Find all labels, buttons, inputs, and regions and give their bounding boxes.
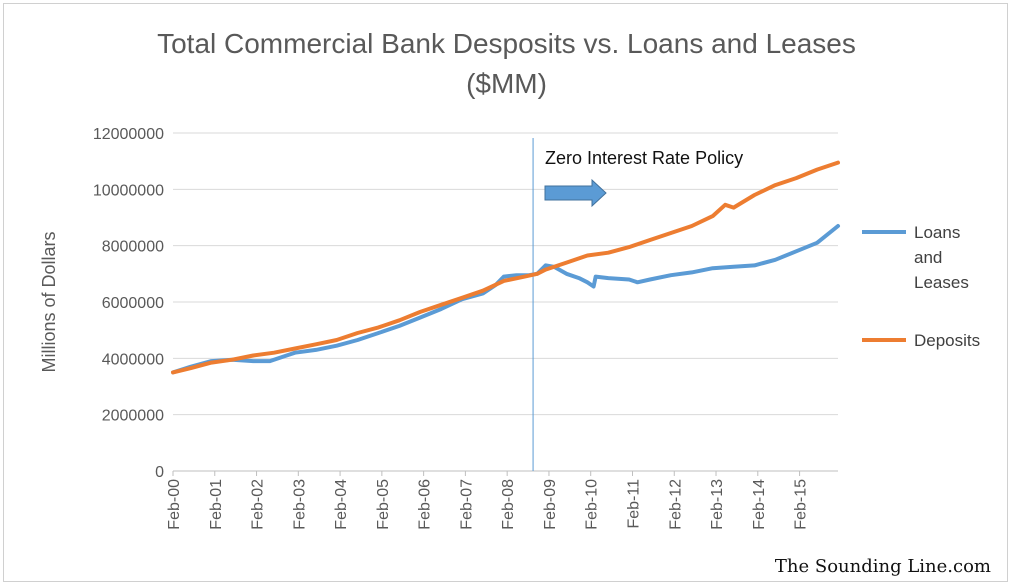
- x-axis-ticks: Feb-00 Feb-01 Feb-02 Feb-03 Feb-04 Feb-05 Feb-…: [166, 471, 810, 530]
- chart-title-block: Total Commercial Bank Desposits vs. Loan…: [0, 24, 1013, 104]
- x-tick-label: Feb-12: [667, 479, 684, 530]
- chart-frame: [3, 3, 1008, 582]
- y-tick-label: 8000000: [102, 239, 164, 256]
- source-credit: The Sounding Line.com: [774, 556, 991, 577]
- x-tick-label: Feb-01: [208, 479, 225, 530]
- series-lines: [171, 160, 840, 375]
- y-tick-label: 4000000: [102, 351, 164, 368]
- y-axis-ticks: 0 2000000 4000000 6000000 8000000 10000000 120…: [93, 126, 164, 481]
- series-line-1: [171, 160, 840, 375]
- legend-label-0: Loans and Leases: [914, 223, 969, 292]
- x-tick-label: Feb-08: [500, 479, 517, 530]
- x-tick-label: Feb-02: [250, 479, 267, 530]
- x-tick-label: Feb-09: [542, 479, 559, 530]
- series-line-0: [171, 224, 840, 375]
- y-tick-label: 2000000: [102, 408, 164, 425]
- y-axis-label: Millions of Dollars: [39, 231, 59, 372]
- annotation-text: Zero Interest Rate Policy: [545, 148, 743, 168]
- y-tick-label: 6000000: [102, 295, 164, 312]
- x-tick-label: Feb-00: [166, 479, 183, 530]
- legend-label-1: Deposits: [914, 331, 980, 350]
- x-tick-label: Feb-14: [751, 479, 768, 530]
- x-tick-label: Feb-03: [291, 479, 308, 530]
- x-tick-label: Feb-05: [375, 479, 392, 530]
- legend: Loans and Leases Deposits: [862, 223, 980, 350]
- y-tick-label: 12000000: [93, 126, 164, 143]
- x-tick-label: Feb-10: [584, 479, 601, 530]
- x-tick-label: Feb-13: [709, 479, 726, 530]
- chart-title: Total Commercial Bank Desposits vs. Loan…: [157, 28, 856, 59]
- y-tick-label: 0: [155, 464, 164, 481]
- x-tick-label: Feb-15: [793, 479, 810, 530]
- x-tick-label: Feb-11: [625, 479, 642, 529]
- annotation-arrow-icon: [544, 178, 607, 208]
- x-tick-label: Feb-06: [417, 479, 434, 530]
- x-tick-label: Feb-04: [333, 479, 350, 530]
- gridlines: [173, 132, 838, 472]
- chart-subtitle: ($MM): [466, 68, 547, 99]
- y-tick-label: 10000000: [93, 182, 164, 199]
- x-tick-label: Feb-07: [458, 479, 475, 530]
